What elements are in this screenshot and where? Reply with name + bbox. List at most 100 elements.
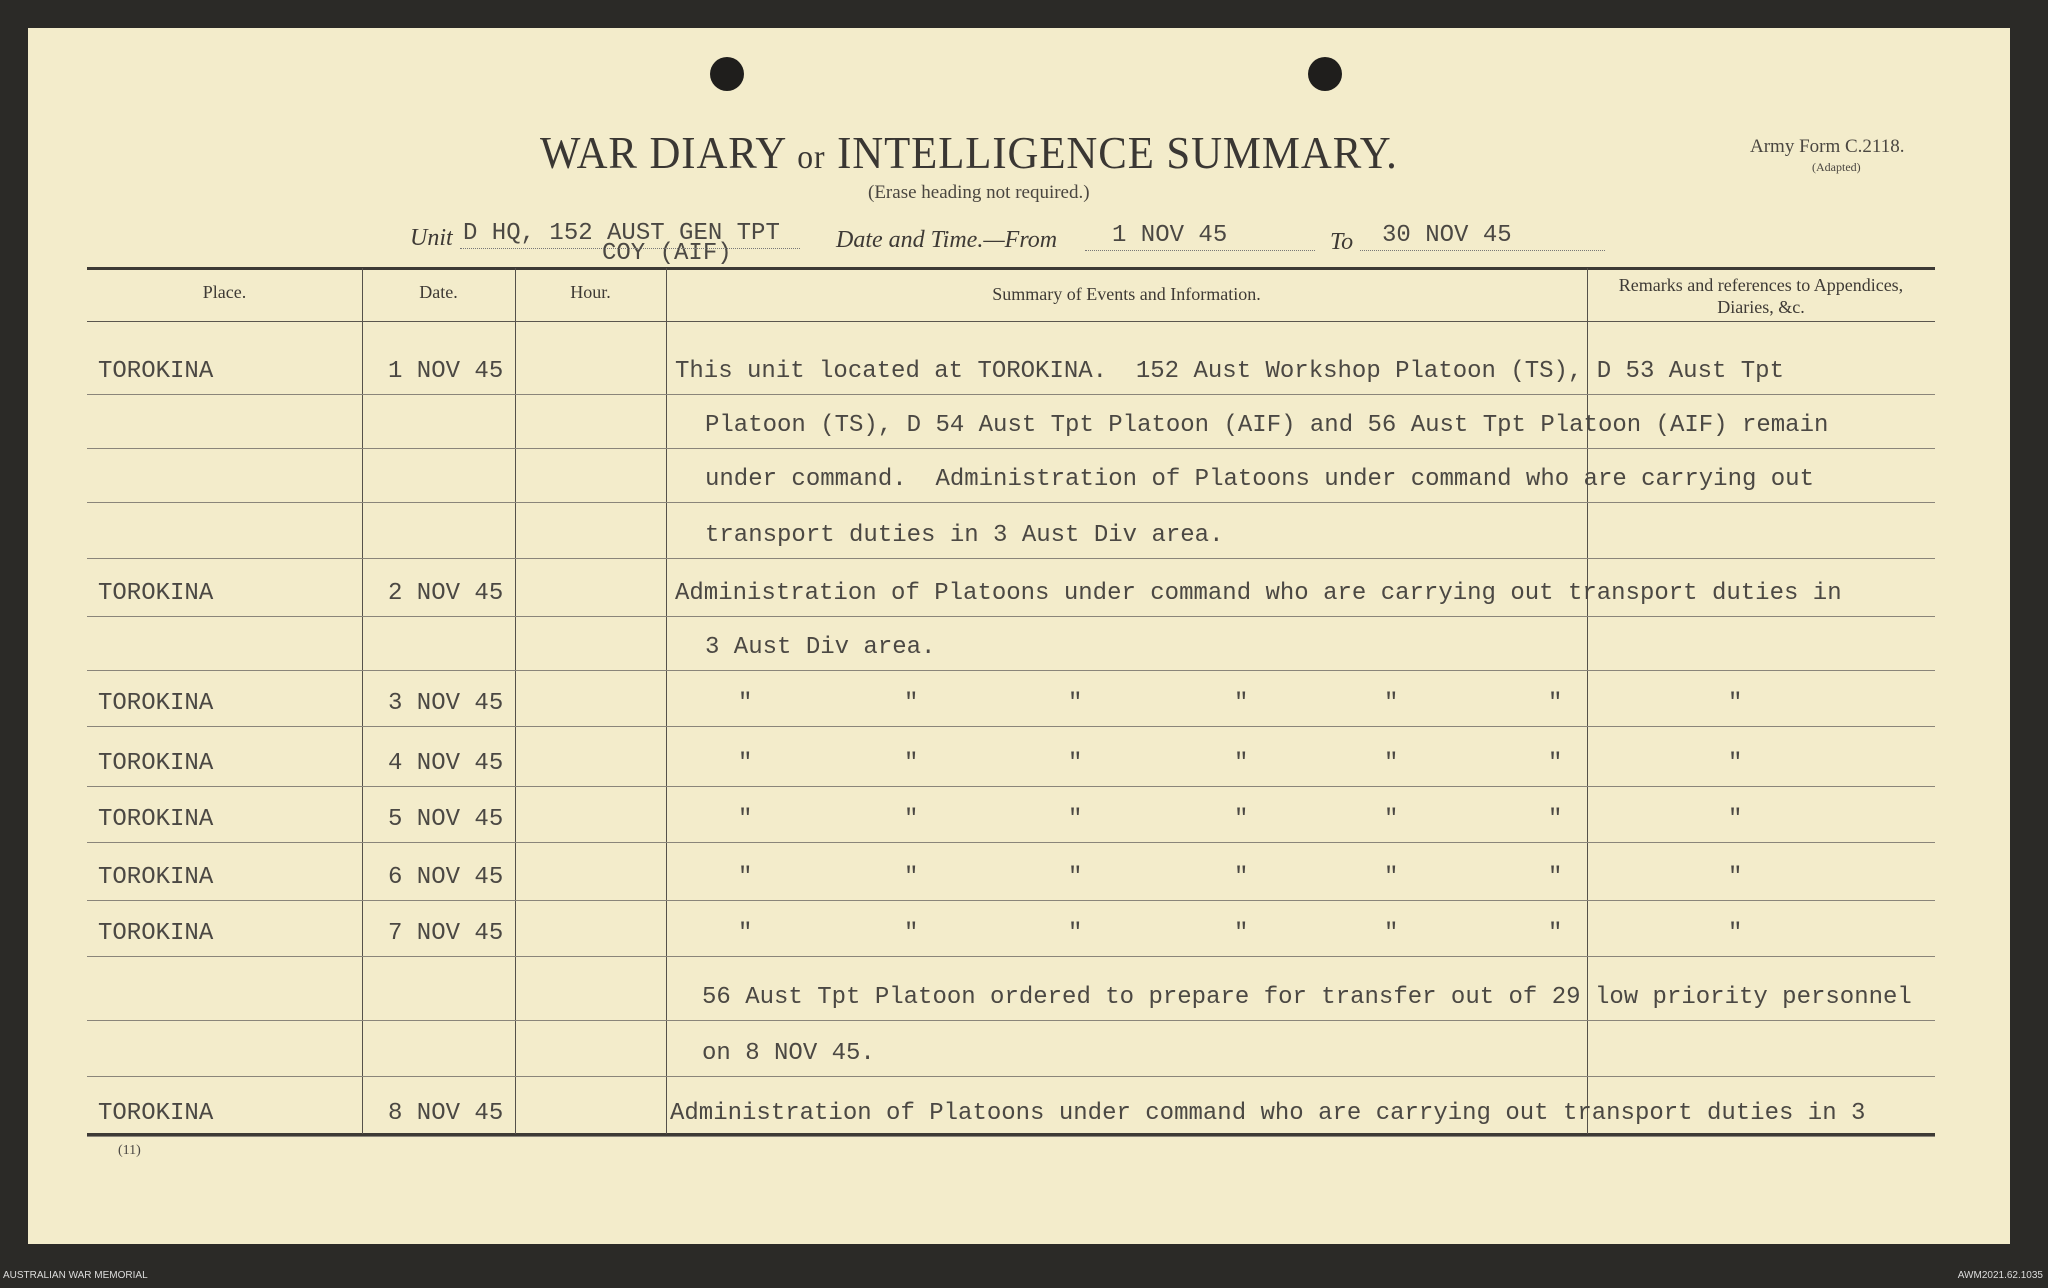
row-place: TOROKINA [98, 580, 214, 607]
ditto-mark: " [1728, 864, 1743, 891]
ditto-mark: " [1234, 690, 1249, 717]
punch-hole [710, 57, 744, 91]
ditto-mark: " [738, 690, 753, 717]
row-rule [87, 786, 1935, 787]
row-rule [87, 448, 1935, 449]
row-summary: 56 Aust Tpt Platoon ordered to prepare f… [702, 984, 1912, 1011]
col-date: Date. [419, 282, 458, 302]
row-summary: on 8 NOV 45. [702, 1040, 875, 1067]
row-date: 8 NOV 45 [388, 1100, 504, 1127]
row-rule [87, 502, 1935, 503]
ditto-mark: " [1384, 690, 1399, 717]
row-place: TOROKINA [98, 358, 214, 385]
ditto-mark: " [738, 750, 753, 777]
row-place: TOROKINA [98, 920, 214, 947]
row-place: TOROKINA [98, 806, 214, 833]
row-summary: This unit located at TOROKINA. 152 Aust … [675, 358, 1784, 385]
unit-value-2: COY (AIF) [602, 240, 732, 267]
row-rule [87, 842, 1935, 843]
row-rule [87, 1136, 1935, 1137]
row-summary: Administration of Platoons under command… [670, 1100, 1866, 1127]
ditto-mark: " [1548, 864, 1563, 891]
row-summary: Administration of Platoons under command… [675, 580, 1842, 607]
title-part: INTELLIGENCE SUMMARY. [837, 127, 1398, 178]
ditto-mark: " [1728, 690, 1743, 717]
title-or: or [797, 139, 826, 176]
row-place: TOROKINA [98, 864, 214, 891]
ditto-mark: " [1068, 864, 1083, 891]
row-rule [87, 956, 1935, 957]
row-place: TOROKINA [98, 1100, 214, 1127]
col-hour: Hour. [570, 282, 611, 302]
col-place: Place. [202, 282, 247, 302]
row-summary: under command. Administration of Platoon… [705, 466, 1814, 493]
footer-credit: AUSTRALIAN WAR MEMORIAL [3, 1270, 148, 1281]
ditto-mark: " [1548, 750, 1563, 777]
ditto-mark: " [904, 864, 919, 891]
row-place: TOROKINA [98, 750, 214, 777]
col-remarks: Remarks and references to Appendices, Di… [1618, 275, 1904, 317]
table-bottom-rule [87, 1133, 1935, 1136]
row-rule [87, 726, 1935, 727]
to-label: To [1330, 229, 1354, 255]
ditto-mark: " [1234, 864, 1249, 891]
ditto-mark: " [1728, 920, 1743, 947]
ditto-mark: " [1548, 806, 1563, 833]
date-from: 1 NOV 45 [1112, 222, 1228, 249]
ditto-mark: " [1068, 750, 1083, 777]
ditto-mark: " [1384, 920, 1399, 947]
ditto-mark: " [1384, 750, 1399, 777]
ditto-mark: " [1234, 920, 1249, 947]
ditto-mark: " [1728, 750, 1743, 777]
row-rule [87, 558, 1935, 559]
ditto-mark: " [738, 864, 753, 891]
ditto-mark: " [738, 806, 753, 833]
ditto-mark: " [904, 750, 919, 777]
row-date: 7 NOV 45 [388, 920, 504, 947]
row-date: 5 NOV 45 [388, 806, 504, 833]
ditto-mark: " [1234, 806, 1249, 833]
subtitle: (Erase heading not required.) [868, 182, 1090, 203]
unit-label: Unit [410, 225, 453, 251]
row-place: TOROKINA [98, 690, 214, 717]
ditto-mark: " [1234, 750, 1249, 777]
row-date: 3 NOV 45 [388, 690, 504, 717]
ditto-mark: " [1384, 806, 1399, 833]
row-summary: transport duties in 3 Aust Div area. [705, 522, 1224, 549]
row-date: 1 NOV 45 [388, 358, 504, 385]
row-summary: Platoon (TS), D 54 Aust Tpt Platoon (AIF… [705, 412, 1829, 439]
row-date: 4 NOV 45 [388, 750, 504, 777]
form-adapted: (Adapted) [1812, 160, 1861, 174]
row-date: 6 NOV 45 [388, 864, 504, 891]
row-rule [87, 616, 1935, 617]
unit-value: D HQ, 152 AUST GEN TPT [463, 220, 780, 247]
ditto-mark: " [904, 690, 919, 717]
document-page [28, 28, 2010, 1244]
ditto-mark: " [1384, 864, 1399, 891]
ditto-mark: " [1728, 806, 1743, 833]
ditto-mark: " [904, 806, 919, 833]
date-to: 30 NOV 45 [1382, 222, 1512, 249]
ditto-mark: " [1548, 920, 1563, 947]
page-number: (11) [118, 1143, 141, 1158]
title-part: WAR DIARY [540, 127, 786, 178]
ditto-mark: " [1548, 690, 1563, 717]
ditto-mark: " [738, 920, 753, 947]
ditto-mark: " [1068, 806, 1083, 833]
row-rule [87, 900, 1935, 901]
row-rule [87, 1076, 1935, 1077]
row-rule [87, 670, 1935, 671]
ditto-mark: " [904, 920, 919, 947]
row-rule [87, 394, 1935, 395]
ditto-mark: " [1068, 690, 1083, 717]
ditto-mark: " [1068, 920, 1083, 947]
row-date: 2 NOV 45 [388, 580, 504, 607]
table-top-rule [87, 267, 1935, 270]
row-summary: 3 Aust Div area. [705, 634, 936, 661]
col-summary: Summary of Events and Information. [992, 284, 1261, 304]
form-number: Army Form C.2118. [1750, 136, 1905, 157]
footer-reference: AWM2021.62.1035 [1957, 1270, 2043, 1281]
punch-hole [1308, 57, 1342, 91]
page-title: WAR DIARY or INTELLIGENCE SUMMARY. [540, 126, 1398, 179]
date-label: Date and Time.—From [836, 227, 1058, 253]
